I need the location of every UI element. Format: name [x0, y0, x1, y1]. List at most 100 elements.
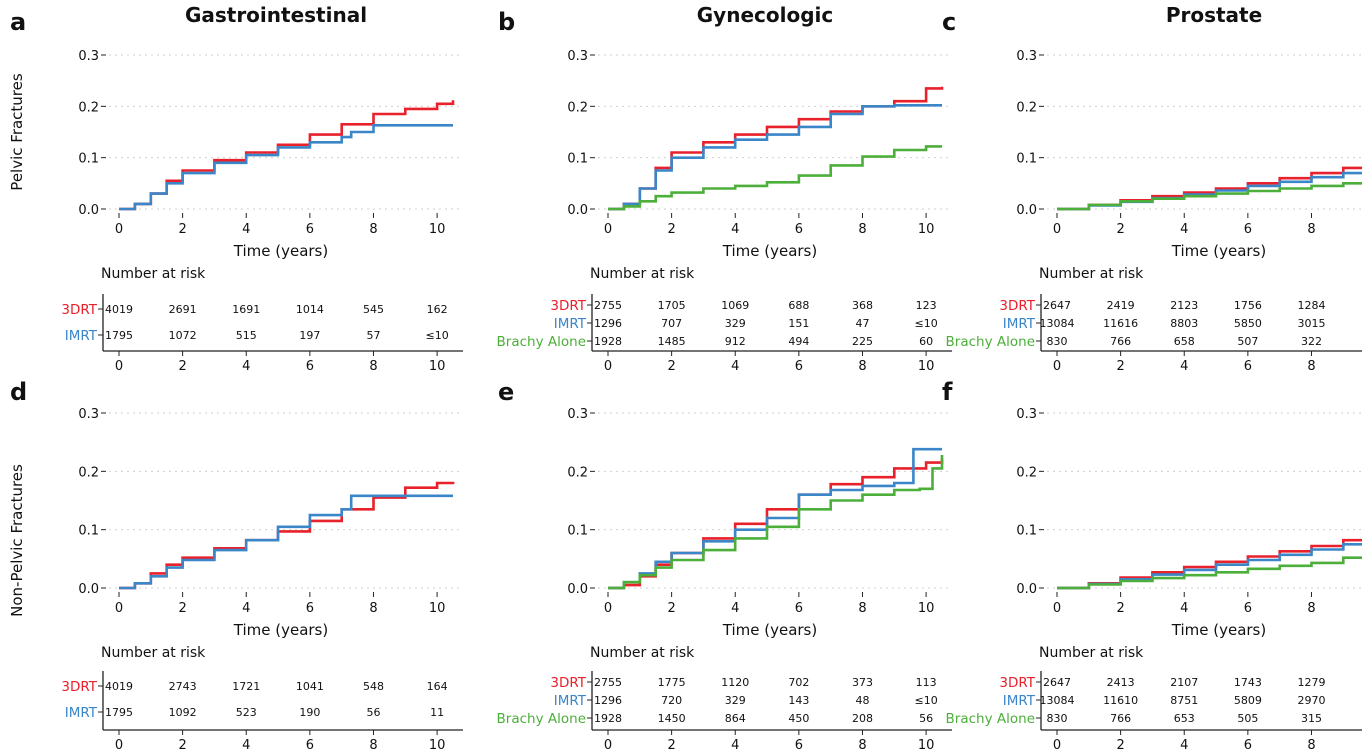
risk-value: 1041	[296, 680, 324, 693]
risk-value: 653	[1174, 712, 1195, 725]
series-line-3drt	[119, 481, 455, 590]
risk-value: 197	[299, 329, 320, 342]
x-tick-label: 6	[1244, 601, 1252, 616]
series-line-brachy-alone	[1057, 182, 1362, 211]
risk-x-tick-label: 10	[429, 738, 446, 753]
risk-value: 5809	[1234, 694, 1262, 707]
risk-value: 11610	[1103, 694, 1138, 707]
risk-x-tick-label: 0	[604, 359, 612, 374]
risk-value: 766	[1110, 712, 1131, 725]
risk-x-tick-label: 10	[429, 359, 446, 374]
risk-value: 1284	[1297, 299, 1325, 312]
row-ylabel-0: Pelvic Fractures	[8, 73, 26, 191]
risk-value: 322	[1301, 335, 1322, 348]
risk-x-tick-label: 0	[1053, 738, 1061, 753]
series-line-imrt	[119, 494, 453, 590]
risk-value: 3015	[1297, 317, 1325, 330]
risk-value: 2419	[1107, 299, 1135, 312]
risk-value: 2107	[1170, 676, 1198, 689]
risk-value: 113	[916, 676, 937, 689]
y-tick-label: 0.0	[78, 582, 99, 597]
risk-value: 60	[919, 335, 933, 348]
risk-x-tick-label: 0	[115, 359, 123, 374]
risk-row-label: IMRT	[1003, 693, 1036, 709]
risk-value: 1756	[1234, 299, 1262, 312]
x-tick-label: 6	[795, 601, 803, 616]
panel-d: d 0.0 0.1 0.2 0.3 0 2 4 6 8 10 Time (years) Number a…	[10, 378, 463, 753]
x-tick-label: 10	[429, 601, 446, 616]
panel-letter: c	[942, 8, 956, 36]
risk-value: 2123	[1170, 299, 1198, 312]
x-axis-label: Time (years)	[233, 621, 328, 639]
risk-x-tick-label: 4	[1180, 738, 1188, 753]
risk-value: 1296	[594, 694, 622, 707]
y-tick-label: 0.0	[567, 203, 588, 218]
panel-b: b 0.0 0.1 0.2 0.3 0 2 4 6 8 10 Time (years) Number a…	[497, 8, 952, 374]
y-tick-label: 0.1	[567, 524, 588, 539]
risk-value: 1775	[658, 676, 686, 689]
risk-value: 56	[919, 712, 933, 725]
risk-row-label: 3DRT	[61, 302, 97, 318]
risk-value: 190	[299, 706, 320, 719]
risk-value: 1450	[658, 712, 686, 725]
risk-value: 1721	[232, 680, 260, 693]
risk-value: 2970	[1297, 694, 1325, 707]
y-tick-label: 0.3	[1016, 49, 1037, 64]
risk-value: 505	[1237, 712, 1258, 725]
risk-row-label: Brachy Alone	[497, 711, 586, 727]
x-tick-label: 0	[115, 601, 123, 616]
risk-value: 1743	[1234, 676, 1262, 689]
y-tick-label: 0.3	[1016, 407, 1037, 422]
panel-letter: e	[498, 378, 514, 406]
risk-value: 494	[788, 335, 809, 348]
panel-letter: f	[942, 378, 953, 406]
panel-a: a 0.0 0.1 0.2 0.3 0 2 4 6 8 10 Time (years) Number a…	[10, 8, 463, 374]
risk-value: 1120	[721, 676, 749, 689]
risk-value: 1928	[594, 712, 622, 725]
risk-row-label: IMRT	[554, 693, 587, 709]
risk-x-tick-label: 0	[115, 738, 123, 753]
x-axis-label: Time (years)	[1171, 621, 1266, 639]
risk-value: 2755	[594, 676, 622, 689]
series-line-3drt	[1057, 538, 1362, 590]
risk-x-tick-label: 8	[1307, 738, 1315, 753]
risk-value: 1795	[105, 329, 133, 342]
x-tick-label: 8	[858, 601, 866, 616]
series-line-imrt	[1057, 171, 1362, 211]
risk-row-label: IMRT	[65, 705, 98, 721]
x-tick-label: 2	[178, 222, 186, 237]
risk-value: 315	[1301, 712, 1322, 725]
x-tick-label: 4	[242, 601, 250, 616]
risk-value: 2691	[169, 303, 197, 316]
risk-value: 47	[855, 317, 869, 330]
risk-x-tick-label: 10	[918, 359, 935, 374]
risk-value: 5850	[1234, 317, 1262, 330]
risk-value: 8803	[1170, 317, 1198, 330]
risk-x-tick-label: 8	[1307, 359, 1315, 374]
risk-value: 830	[1047, 712, 1068, 725]
x-axis-label: Time (years)	[722, 621, 817, 639]
risk-value: ≤10	[914, 694, 937, 707]
risk-value: 13084	[1040, 694, 1075, 707]
series-line-imrt	[608, 104, 942, 211]
x-tick-label: 2	[1116, 601, 1124, 616]
risk-x-tick-label: 4	[731, 738, 739, 753]
risk-value: 1928	[594, 335, 622, 348]
x-tick-label: 6	[1244, 222, 1252, 237]
y-tick-label: 0.1	[567, 152, 588, 167]
y-tick-label: 0.2	[78, 465, 99, 480]
x-tick-label: 10	[918, 601, 935, 616]
risk-value: 1092	[169, 706, 197, 719]
x-tick-label: 2	[667, 222, 675, 237]
risk-x-tick-label: 6	[306, 359, 314, 374]
x-tick-label: 0	[604, 222, 612, 237]
risk-row-label: 3DRT	[999, 675, 1035, 691]
y-tick-label: 0.0	[1016, 203, 1037, 218]
risk-table-title: Number at risk	[590, 266, 695, 282]
x-tick-label: 2	[667, 601, 675, 616]
y-tick-label: 0.0	[1016, 582, 1037, 597]
series-line-brachy-alone	[608, 145, 942, 211]
row-ylabel-1: Non-Pelvic Fractures	[8, 464, 26, 617]
